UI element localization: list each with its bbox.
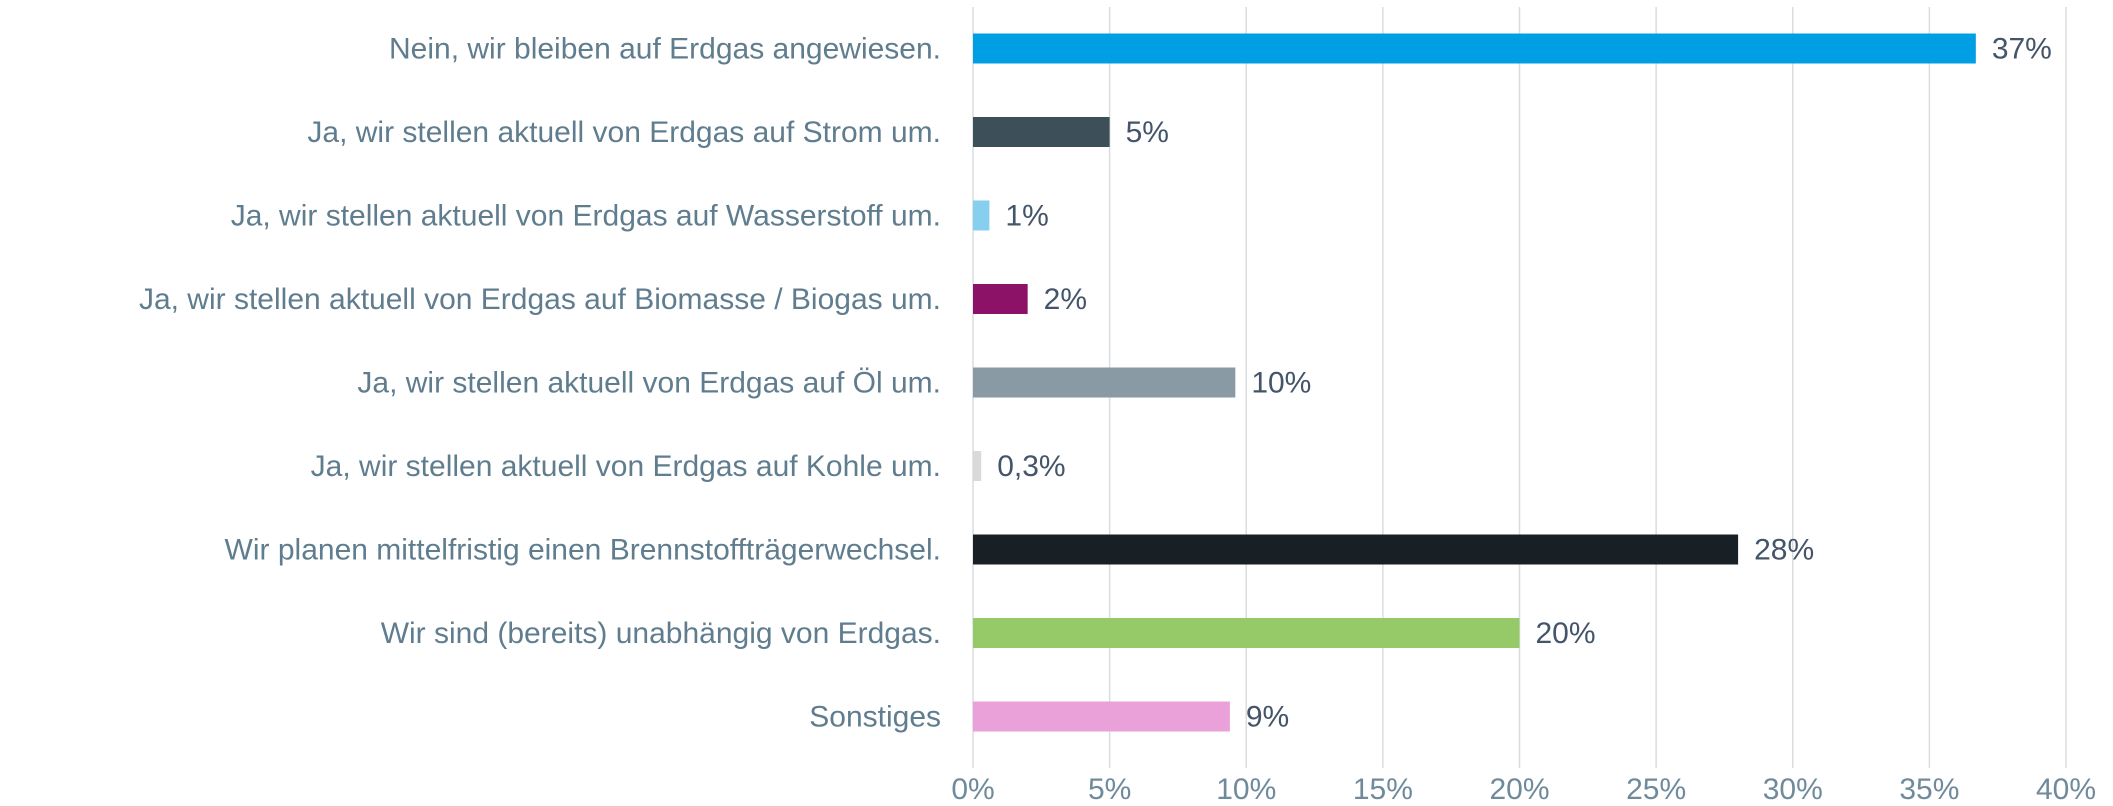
- x-tick-label: 20%: [1489, 773, 1549, 806]
- category-label: Nein, wir bleiben auf Erdgas angewiesen.: [389, 32, 941, 65]
- category-label: Wir sind (bereits) unabhängig von Erdgas…: [381, 617, 941, 650]
- x-tick-label: 30%: [1763, 773, 1823, 806]
- x-tick-label: 40%: [2036, 773, 2096, 806]
- x-tick-label: 35%: [1899, 773, 1959, 806]
- category-label: Sonstiges: [809, 700, 941, 733]
- category-label: Ja, wir stellen aktuell von Erdgas auf W…: [231, 199, 941, 232]
- bar: [973, 200, 990, 231]
- category-label: Ja, wir stellen aktuell von Erdgas auf Ö…: [357, 366, 941, 399]
- bar: [973, 701, 1230, 732]
- value-label: 2%: [1044, 283, 1087, 316]
- bar: [973, 284, 1028, 314]
- x-tick-label: 10%: [1216, 773, 1276, 806]
- value-label: 9%: [1246, 700, 1289, 733]
- value-label: 28%: [1754, 533, 1814, 566]
- bar: [973, 117, 1110, 147]
- bar: [973, 534, 1739, 565]
- category-label: Ja, wir stellen aktuell von Erdgas auf K…: [311, 450, 941, 483]
- value-label: 10%: [1251, 366, 1311, 399]
- x-tick-label: 5%: [1088, 773, 1131, 806]
- value-label: 20%: [1536, 617, 1596, 650]
- x-tick-label: 0%: [951, 773, 994, 806]
- value-label: 5%: [1126, 116, 1169, 149]
- category-label: Ja, wir stellen aktuell von Erdgas auf B…: [139, 283, 941, 316]
- bar: [973, 367, 1236, 398]
- value-label: 0,3%: [997, 450, 1065, 483]
- category-label: Ja, wir stellen aktuell von Erdgas auf S…: [307, 116, 941, 149]
- value-label: 1%: [1005, 199, 1048, 232]
- bar: [973, 33, 1976, 64]
- bar: [973, 451, 982, 481]
- x-tick-label: 15%: [1353, 773, 1413, 806]
- bar: [973, 618, 1520, 648]
- category-label: Wir planen mittelfristig einen Brennstof…: [225, 533, 941, 566]
- x-tick-label: 25%: [1626, 773, 1686, 806]
- value-label: 37%: [1992, 32, 2052, 65]
